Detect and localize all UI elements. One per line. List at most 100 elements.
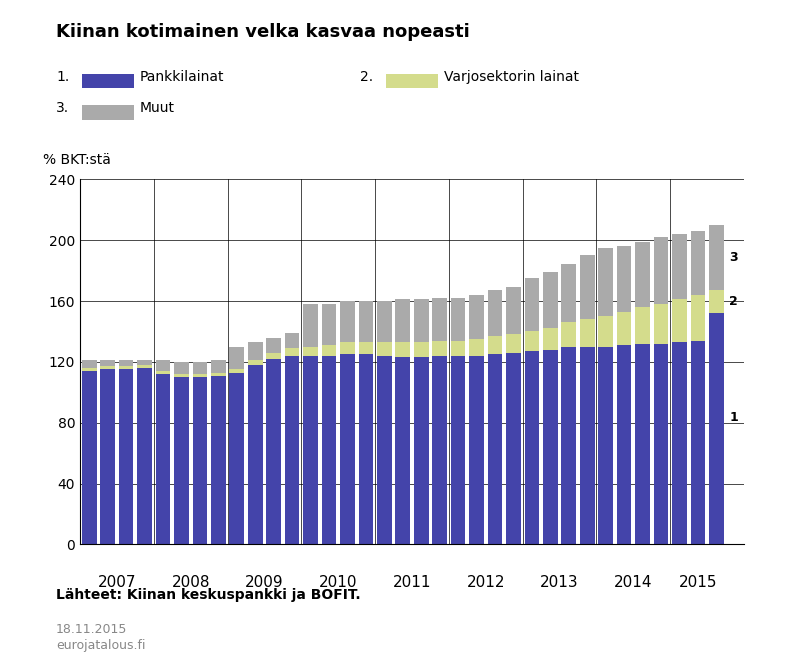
Bar: [617, 246, 631, 311]
Bar: [82, 74, 134, 88]
Bar: [580, 256, 594, 319]
Text: eurojatalous.fi: eurojatalous.fi: [56, 639, 146, 652]
Bar: [230, 369, 244, 373]
Bar: [488, 290, 502, 336]
Text: 2012: 2012: [466, 575, 505, 590]
Bar: [156, 361, 170, 371]
Bar: [635, 307, 650, 344]
Bar: [303, 356, 318, 544]
Bar: [285, 356, 299, 544]
Bar: [580, 347, 594, 544]
Bar: [580, 319, 594, 347]
Bar: [469, 356, 484, 544]
Bar: [395, 299, 410, 342]
Text: 3.: 3.: [56, 101, 69, 115]
Text: Muut: Muut: [140, 101, 175, 115]
Bar: [543, 329, 558, 350]
Bar: [450, 356, 466, 544]
Bar: [635, 242, 650, 307]
Bar: [672, 299, 687, 342]
Bar: [230, 373, 244, 544]
Bar: [118, 361, 134, 367]
Bar: [488, 355, 502, 544]
Text: 2: 2: [730, 295, 738, 308]
Bar: [506, 288, 521, 335]
Bar: [395, 357, 410, 544]
Text: 1: 1: [730, 411, 738, 424]
Text: 2.: 2.: [360, 70, 373, 84]
Text: 3: 3: [730, 251, 738, 264]
Bar: [598, 248, 613, 316]
Bar: [450, 341, 466, 356]
Bar: [211, 361, 226, 373]
Bar: [322, 345, 336, 356]
Bar: [266, 337, 281, 353]
Bar: [543, 350, 558, 544]
Bar: [174, 377, 189, 544]
Bar: [617, 311, 631, 345]
Bar: [340, 342, 355, 355]
Bar: [211, 376, 226, 544]
Bar: [156, 371, 170, 374]
Text: 2010: 2010: [319, 575, 358, 590]
Text: 2007: 2007: [98, 575, 136, 590]
Bar: [193, 377, 207, 544]
Bar: [100, 361, 115, 367]
Bar: [377, 301, 392, 342]
Bar: [358, 301, 374, 342]
Bar: [525, 278, 539, 331]
Text: 18.11.2015: 18.11.2015: [56, 623, 127, 636]
Bar: [386, 74, 438, 88]
Text: 2008: 2008: [171, 575, 210, 590]
Bar: [118, 369, 134, 544]
Bar: [562, 322, 576, 347]
Bar: [358, 355, 374, 544]
Bar: [617, 345, 631, 544]
Bar: [654, 304, 668, 344]
Text: Pankkilainat: Pankkilainat: [140, 70, 225, 84]
Bar: [377, 356, 392, 544]
Bar: [322, 356, 336, 544]
Bar: [377, 342, 392, 356]
Bar: [118, 367, 134, 369]
Bar: [322, 304, 336, 345]
Bar: [598, 316, 613, 347]
Bar: [506, 353, 521, 544]
Text: % BKT:stä: % BKT:stä: [43, 153, 111, 167]
Bar: [303, 304, 318, 347]
Bar: [414, 342, 429, 357]
Bar: [285, 348, 299, 356]
Bar: [654, 344, 668, 544]
Bar: [672, 234, 687, 299]
Bar: [562, 264, 576, 322]
Bar: [469, 339, 484, 356]
Bar: [525, 351, 539, 544]
Text: 2011: 2011: [393, 575, 431, 590]
Bar: [358, 342, 374, 355]
Bar: [690, 231, 706, 295]
Bar: [432, 356, 447, 544]
Bar: [137, 365, 152, 368]
Bar: [82, 371, 97, 544]
Bar: [174, 362, 189, 374]
Bar: [598, 347, 613, 544]
Bar: [635, 344, 650, 544]
Bar: [230, 347, 244, 369]
Bar: [395, 342, 410, 357]
Bar: [303, 347, 318, 356]
Bar: [432, 341, 447, 356]
Text: 2013: 2013: [540, 575, 579, 590]
Bar: [709, 290, 724, 313]
Bar: [469, 295, 484, 339]
Bar: [82, 361, 97, 368]
Bar: [82, 105, 134, 120]
Bar: [690, 295, 706, 341]
Bar: [690, 341, 706, 544]
Text: Kiinan kotimainen velka kasvaa nopeasti: Kiinan kotimainen velka kasvaa nopeasti: [56, 23, 470, 41]
Bar: [100, 367, 115, 369]
Bar: [562, 347, 576, 544]
Text: 2009: 2009: [245, 575, 284, 590]
Bar: [285, 333, 299, 348]
Bar: [432, 298, 447, 341]
Bar: [543, 272, 558, 329]
